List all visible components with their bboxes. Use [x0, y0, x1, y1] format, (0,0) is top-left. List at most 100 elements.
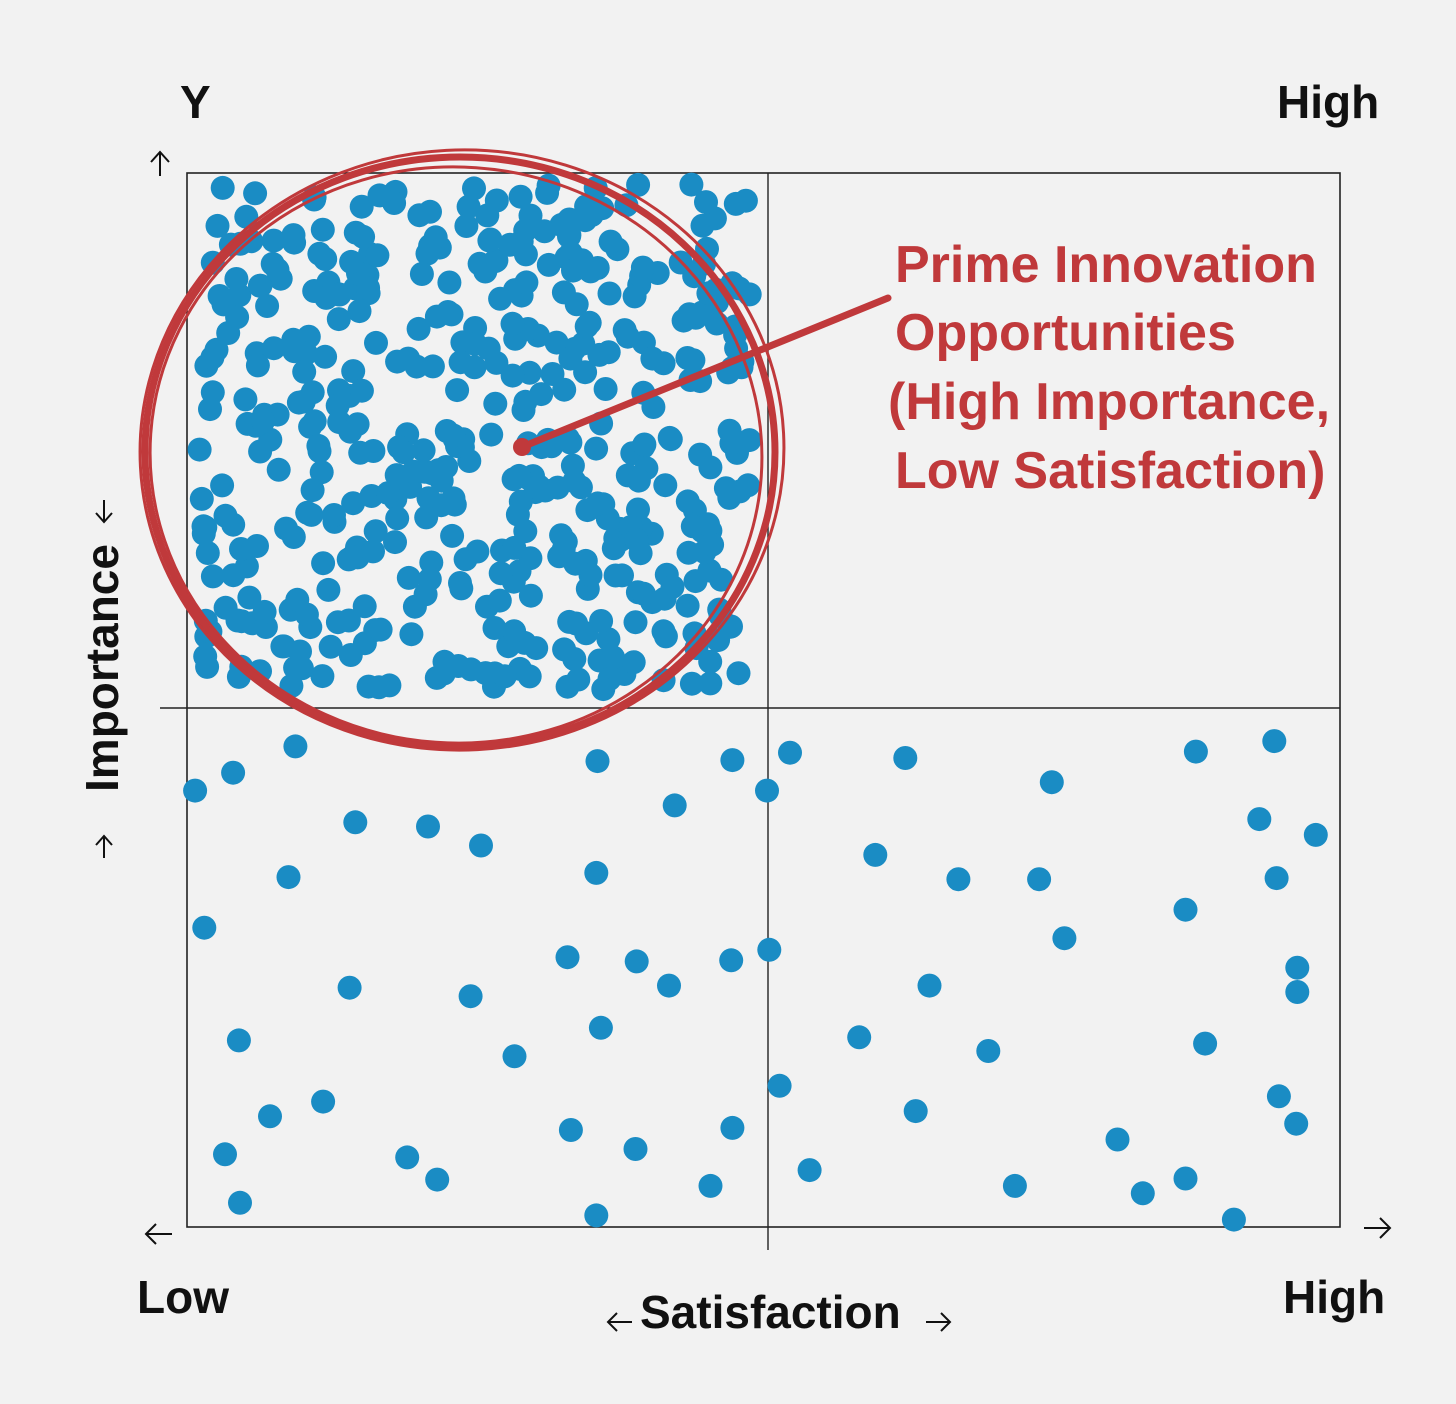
data-point: [558, 1118, 583, 1142]
data-point: [778, 740, 802, 765]
cluster-point: [292, 359, 317, 384]
cluster-point: [310, 217, 335, 242]
data-point: [343, 810, 368, 835]
cluster-point: [698, 671, 723, 696]
callout-line-1: Prime Innovation: [895, 236, 1317, 294]
cluster-point: [349, 378, 374, 403]
cluster-point: [187, 437, 212, 462]
callout-pointer: [518, 294, 892, 451]
cluster-point: [508, 184, 533, 209]
cluster-point: [229, 537, 253, 561]
data-point: [719, 948, 744, 973]
cluster-point: [251, 409, 276, 434]
cluster-point: [726, 661, 751, 686]
cluster-point: [502, 619, 527, 644]
cluster-point: [281, 525, 306, 549]
cluster-point: [476, 336, 501, 361]
cluster-point: [698, 649, 723, 674]
cluster-point: [288, 639, 312, 664]
data-point: [1264, 866, 1289, 891]
data-point: [228, 1190, 252, 1215]
cluster-point: [318, 634, 343, 659]
cluster-point: [204, 337, 229, 362]
data-point: [847, 1025, 872, 1050]
cluster-point: [626, 468, 651, 493]
data-point: [624, 949, 649, 974]
data-point: [337, 975, 362, 1000]
cluster-point: [221, 563, 246, 588]
cluster-point: [281, 223, 306, 248]
cluster-point: [195, 654, 220, 679]
cluster-point: [449, 576, 474, 601]
data-point: [311, 1089, 336, 1114]
data-point: [757, 937, 782, 962]
cluster-point: [391, 440, 416, 465]
arrow-down-small-icon: [95, 500, 113, 524]
cluster-point: [694, 190, 718, 215]
cluster-point: [465, 539, 490, 564]
data-point: [1262, 729, 1287, 754]
data-point: [584, 1203, 609, 1228]
cluster-point: [336, 547, 361, 572]
data-point: [917, 973, 942, 998]
data-point: [720, 748, 745, 773]
cluster-point: [584, 436, 609, 461]
cluster-point: [500, 311, 525, 336]
data-point: [1193, 1031, 1218, 1056]
data-point: [903, 1099, 928, 1124]
data-point: [1173, 1166, 1198, 1191]
cluster-point: [675, 489, 700, 514]
cluster-point: [348, 440, 373, 465]
cluster-point: [245, 353, 270, 378]
cluster-point: [310, 664, 335, 689]
cluster-point: [299, 502, 324, 527]
cluster-point: [441, 423, 466, 448]
cluster-point: [309, 460, 334, 485]
cluster-point: [569, 248, 594, 273]
data-point: [1052, 926, 1077, 951]
cluster-point: [456, 194, 481, 219]
callout: [138, 148, 892, 752]
callout-circle: [141, 153, 779, 751]
cluster-point: [671, 308, 696, 333]
arrow-left-icon: [144, 1223, 172, 1245]
data-point: [662, 793, 687, 818]
cluster-point: [446, 654, 471, 678]
cluster-point: [437, 270, 462, 295]
cluster-point: [384, 463, 409, 488]
data-point: [720, 1115, 745, 1140]
cluster-point: [598, 229, 623, 254]
cluster-point: [413, 582, 438, 607]
cluster-point: [419, 550, 444, 575]
arrow-icons: [95, 150, 1392, 1332]
cluster-point: [229, 609, 254, 634]
cluster-point: [313, 344, 338, 369]
cluster-point: [579, 203, 604, 227]
cluster-point: [562, 647, 587, 671]
cluster-point: [596, 627, 621, 652]
cluster-point: [597, 281, 622, 306]
data-point: [416, 814, 440, 839]
cluster-point: [366, 675, 391, 700]
callout-pointer-dot: [513, 438, 531, 456]
data-point: [213, 1142, 237, 1167]
cluster-point: [487, 588, 512, 613]
data-point: [1173, 897, 1198, 922]
data-point: [1221, 1207, 1246, 1232]
cluster-point: [651, 351, 676, 376]
cluster-point: [577, 310, 602, 335]
cluster-point: [508, 489, 533, 514]
cluster-point: [300, 380, 325, 405]
cluster-point: [361, 539, 385, 564]
data-point: [1266, 1084, 1291, 1109]
cluster-point: [679, 172, 704, 197]
cluster-point: [517, 664, 542, 689]
cluster-point: [483, 391, 508, 416]
y-axis-letter: Y: [180, 76, 211, 128]
cluster-point: [544, 330, 569, 355]
cluster-point: [351, 224, 376, 249]
arrow-left-small-icon: [606, 1312, 632, 1332]
cluster-point: [552, 377, 577, 402]
cluster-point: [414, 505, 439, 530]
